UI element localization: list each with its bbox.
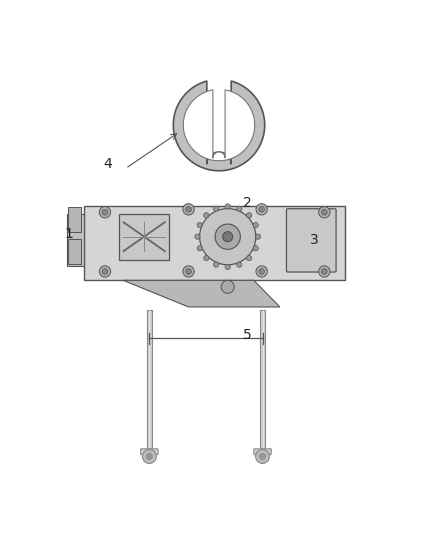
Circle shape	[195, 234, 200, 239]
Circle shape	[146, 454, 152, 459]
Circle shape	[260, 454, 265, 459]
Circle shape	[237, 206, 242, 211]
FancyBboxPatch shape	[254, 449, 271, 455]
Polygon shape	[84, 206, 345, 280]
Circle shape	[253, 222, 258, 228]
Circle shape	[142, 449, 156, 463]
Circle shape	[213, 262, 219, 267]
Circle shape	[319, 207, 330, 218]
Circle shape	[247, 255, 252, 261]
Circle shape	[319, 266, 330, 277]
Bar	[67, 207, 81, 232]
Circle shape	[256, 449, 269, 463]
Bar	[260, 310, 265, 449]
Circle shape	[253, 246, 258, 251]
Text: 4: 4	[104, 157, 113, 171]
Circle shape	[204, 255, 209, 261]
Circle shape	[321, 209, 327, 215]
Circle shape	[186, 269, 191, 274]
Circle shape	[215, 224, 240, 249]
Circle shape	[197, 246, 202, 251]
Circle shape	[255, 234, 261, 239]
Circle shape	[321, 269, 327, 274]
FancyBboxPatch shape	[286, 209, 336, 272]
Circle shape	[221, 280, 234, 293]
Polygon shape	[123, 280, 280, 307]
Circle shape	[259, 269, 265, 274]
Polygon shape	[173, 81, 265, 171]
Bar	[147, 310, 152, 449]
Circle shape	[186, 206, 191, 212]
FancyBboxPatch shape	[119, 214, 170, 260]
Circle shape	[223, 232, 233, 242]
Polygon shape	[184, 90, 254, 161]
Text: 5: 5	[243, 328, 252, 342]
Circle shape	[102, 269, 108, 274]
Text: 3: 3	[311, 233, 319, 247]
Circle shape	[247, 213, 252, 218]
Circle shape	[256, 204, 267, 215]
Circle shape	[213, 206, 219, 211]
Circle shape	[197, 222, 202, 228]
Circle shape	[237, 262, 242, 267]
Circle shape	[259, 206, 265, 212]
Circle shape	[225, 264, 230, 270]
Circle shape	[99, 266, 111, 277]
Circle shape	[102, 209, 108, 215]
Circle shape	[99, 207, 111, 218]
Circle shape	[256, 266, 267, 277]
Circle shape	[204, 213, 209, 218]
Circle shape	[183, 204, 194, 215]
Circle shape	[225, 204, 230, 209]
FancyBboxPatch shape	[141, 449, 158, 455]
Text: 1: 1	[64, 227, 73, 241]
Circle shape	[183, 266, 194, 277]
Text: 2: 2	[243, 196, 252, 211]
Circle shape	[200, 208, 256, 265]
Polygon shape	[67, 214, 84, 266]
Bar	[67, 239, 81, 264]
